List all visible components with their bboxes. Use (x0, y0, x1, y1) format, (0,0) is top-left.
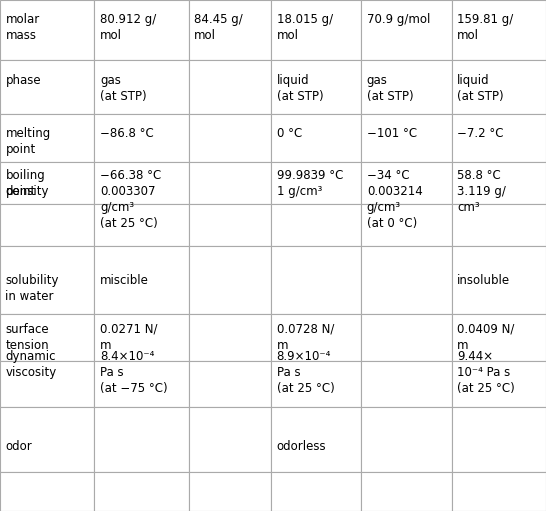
Bar (452, 203, 546, 246)
Text: 3.119 g/
cm³: 3.119 g/ cm³ (457, 185, 506, 215)
Bar (189, 0, 271, 60)
Bar (189, 407, 271, 472)
Bar (94, 60, 189, 114)
Bar (94, 114, 189, 161)
Bar (0, 472, 94, 511)
Bar (271, 60, 361, 114)
Bar (361, 361, 452, 407)
Text: 8.4×10⁻⁴
Pa s
(at −75 °C): 8.4×10⁻⁴ Pa s (at −75 °C) (100, 351, 168, 396)
Text: melting
point: melting point (5, 127, 51, 156)
Text: −101 °C: −101 °C (367, 127, 417, 140)
Bar (361, 161, 452, 203)
Text: odor: odor (5, 440, 32, 453)
Text: odorless: odorless (277, 440, 327, 453)
Bar (452, 60, 546, 114)
Bar (452, 407, 546, 472)
Text: 0.003307
g/cm³
(at 25 °C): 0.003307 g/cm³ (at 25 °C) (100, 185, 158, 230)
Bar (452, 114, 546, 161)
Bar (271, 203, 361, 246)
Bar (94, 161, 189, 203)
Text: surface
tension: surface tension (5, 322, 49, 352)
Text: phase: phase (5, 74, 41, 87)
Text: 1 g/cm³: 1 g/cm³ (277, 185, 322, 198)
Bar (361, 114, 452, 161)
Text: 0.0409 N/
m: 0.0409 N/ m (457, 322, 514, 352)
Text: 8.9×10⁻⁴
Pa s
(at 25 °C): 8.9×10⁻⁴ Pa s (at 25 °C) (277, 351, 334, 396)
Bar (189, 361, 271, 407)
Text: 70.9 g/mol: 70.9 g/mol (367, 13, 430, 26)
Bar (271, 472, 361, 511)
Text: 0.0271 N/
m: 0.0271 N/ m (100, 322, 157, 352)
Bar (189, 161, 271, 203)
Bar (452, 314, 546, 361)
Bar (94, 0, 189, 60)
Text: −86.8 °C: −86.8 °C (100, 127, 153, 140)
Bar (0, 60, 94, 114)
Text: 18.015 g/
mol: 18.015 g/ mol (277, 13, 333, 42)
Text: 0.0728 N/
m: 0.0728 N/ m (277, 322, 334, 352)
Bar (0, 246, 94, 314)
Bar (271, 161, 361, 203)
Text: 0.003214
g/cm³
(at 0 °C): 0.003214 g/cm³ (at 0 °C) (367, 185, 423, 230)
Bar (189, 314, 271, 361)
Bar (361, 314, 452, 361)
Bar (94, 203, 189, 246)
Text: liquid
(at STP): liquid (at STP) (277, 74, 323, 103)
Text: 58.8 °C: 58.8 °C (457, 169, 501, 182)
Bar (94, 361, 189, 407)
Text: insoluble: insoluble (457, 274, 510, 287)
Text: molar
mass: molar mass (5, 13, 40, 42)
Text: 80.912 g/
mol: 80.912 g/ mol (100, 13, 156, 42)
Text: 99.9839 °C: 99.9839 °C (277, 169, 343, 182)
Bar (0, 314, 94, 361)
Text: miscible: miscible (100, 274, 149, 287)
Bar (271, 407, 361, 472)
Bar (452, 161, 546, 203)
Bar (0, 161, 94, 203)
Bar (94, 407, 189, 472)
Bar (271, 314, 361, 361)
Bar (0, 0, 94, 60)
Text: liquid
(at STP): liquid (at STP) (457, 74, 503, 103)
Bar (0, 114, 94, 161)
Text: 84.45 g/
mol: 84.45 g/ mol (194, 13, 243, 42)
Bar (271, 361, 361, 407)
Bar (94, 472, 189, 511)
Bar (361, 472, 452, 511)
Text: boiling
point: boiling point (5, 169, 45, 198)
Bar (361, 203, 452, 246)
Text: 0 °C: 0 °C (277, 127, 302, 140)
Bar (271, 114, 361, 161)
Bar (271, 0, 361, 60)
Bar (452, 246, 546, 314)
Text: −7.2 °C: −7.2 °C (457, 127, 503, 140)
Bar (271, 246, 361, 314)
Bar (452, 472, 546, 511)
Bar (94, 246, 189, 314)
Text: gas
(at STP): gas (at STP) (100, 74, 146, 103)
Text: 159.81 g/
mol: 159.81 g/ mol (457, 13, 513, 42)
Bar (452, 361, 546, 407)
Bar (189, 60, 271, 114)
Bar (0, 361, 94, 407)
Text: solubility
in water: solubility in water (5, 274, 59, 303)
Bar (189, 472, 271, 511)
Bar (0, 407, 94, 472)
Text: −34 °C: −34 °C (367, 169, 410, 182)
Text: dynamic
viscosity: dynamic viscosity (5, 351, 57, 379)
Bar (361, 0, 452, 60)
Bar (361, 407, 452, 472)
Bar (0, 203, 94, 246)
Text: gas
(at STP): gas (at STP) (367, 74, 413, 103)
Bar (452, 0, 546, 60)
Bar (94, 314, 189, 361)
Bar (189, 114, 271, 161)
Bar (361, 246, 452, 314)
Bar (189, 203, 271, 246)
Bar (361, 60, 452, 114)
Text: density: density (5, 185, 49, 198)
Bar (189, 246, 271, 314)
Text: 9.44×
10⁻⁴ Pa s
(at 25 °C): 9.44× 10⁻⁴ Pa s (at 25 °C) (457, 351, 515, 396)
Text: −66.38 °C: −66.38 °C (100, 169, 161, 182)
